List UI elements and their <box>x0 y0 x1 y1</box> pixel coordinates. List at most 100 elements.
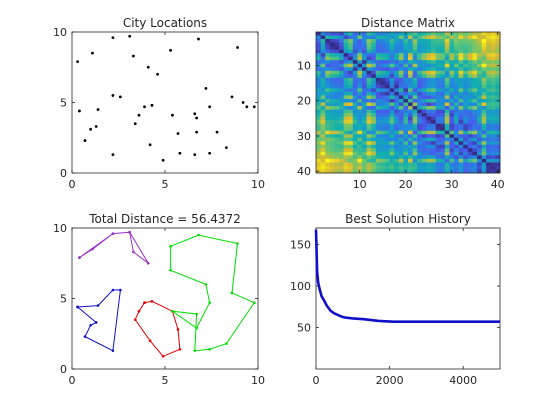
heatmap-cell <box>463 88 469 93</box>
heatmap-cell <box>325 35 331 40</box>
heatmap-cell <box>490 102 496 107</box>
heatmap-cell <box>380 134 386 139</box>
heatmap-cell <box>440 70 446 75</box>
heatmap-cell <box>463 35 469 40</box>
heatmap-cell <box>403 84 409 89</box>
heatmap-cell <box>394 116 400 121</box>
heatmap-cell <box>316 32 321 36</box>
heatmap-cell <box>472 123 478 128</box>
heatmap-cell <box>357 165 363 170</box>
heatmap-cell <box>412 155 418 160</box>
heatmap-cell <box>467 158 473 163</box>
heatmap-cell <box>458 155 464 160</box>
heatmap-cell <box>316 165 321 170</box>
heatmap-cell <box>444 102 450 107</box>
heatmap-cell <box>486 120 492 125</box>
heatmap-cell <box>352 77 358 82</box>
heatmap-cell <box>389 120 395 125</box>
heatmap-cell <box>357 84 363 89</box>
heatmap-cell <box>421 165 427 170</box>
heatmap-cell <box>463 67 469 72</box>
heatmap-cell <box>334 165 340 170</box>
heatmap-cell <box>486 106 492 110</box>
heatmap-cell <box>375 113 381 117</box>
heatmap-cell <box>486 102 492 107</box>
heatmap-cell <box>398 127 404 132</box>
heatmap-cell <box>481 148 487 153</box>
heatmap-cell <box>490 70 496 75</box>
heatmap-cell <box>495 106 501 110</box>
heatmap-cell <box>403 109 409 114</box>
heatmap-cell <box>495 39 501 43</box>
heatmap-cell <box>463 46 469 51</box>
heatmap-cell <box>348 137 354 142</box>
heatmap-cell <box>385 88 390 93</box>
heatmap-cell <box>371 84 377 89</box>
heatmap-cell <box>463 127 469 132</box>
heatmap-cell <box>444 155 450 160</box>
heatmap-cell <box>371 53 377 58</box>
heatmap-cell <box>467 151 473 156</box>
heatmap-cell <box>467 162 473 167</box>
heatmap-cell <box>362 134 367 139</box>
heatmap-cell <box>440 42 446 47</box>
heatmap-cell <box>412 137 418 142</box>
heatmap-cell <box>325 162 331 167</box>
heatmap-cell <box>325 120 331 125</box>
heatmap-cell <box>385 113 390 117</box>
heatmap-cell <box>440 35 446 40</box>
heatmap-cell <box>403 144 409 149</box>
heatmap-cell <box>426 106 432 110</box>
heatmap-cell <box>329 106 335 110</box>
heatmap-cell <box>463 39 469 43</box>
heatmap-cell <box>343 53 349 58</box>
heatmap-cell <box>389 151 395 156</box>
heatmap-cell <box>449 49 455 54</box>
heatmap-cell <box>440 151 446 156</box>
heatmap-cell <box>398 162 404 167</box>
y-tick-label: 10 <box>53 26 67 39</box>
heatmap-cell <box>431 91 436 96</box>
heatmap-cell <box>385 91 390 96</box>
heatmap-cell <box>472 137 478 142</box>
heatmap-cell <box>408 151 413 156</box>
heatmap-cell <box>389 42 395 47</box>
heatmap-cell <box>458 113 464 117</box>
heatmap-cell <box>389 165 395 170</box>
heatmap-cell <box>444 60 450 65</box>
heatmap-cell <box>329 67 335 72</box>
heatmap-cell <box>463 116 469 121</box>
heatmap-cell <box>454 120 459 125</box>
heatmap-cell <box>440 84 446 89</box>
heatmap-cell <box>490 98 496 103</box>
heatmap-cell <box>444 116 450 121</box>
heatmap-cell <box>477 88 482 93</box>
heatmap-cell <box>403 56 409 61</box>
heatmap-cell <box>454 88 459 93</box>
heatmap-cell <box>440 91 446 96</box>
heatmap-cell <box>403 74 409 79</box>
heatmap-cell <box>316 109 321 114</box>
heatmap-cell <box>421 84 427 89</box>
heatmap-cell <box>329 60 335 65</box>
heatmap-cell <box>486 158 492 163</box>
city-point <box>128 34 132 38</box>
heatmap-cell <box>329 95 335 100</box>
heatmap-cell <box>435 77 441 82</box>
heatmap-cell <box>408 134 413 139</box>
heatmap-cell <box>325 74 331 79</box>
heatmap-cell <box>380 106 386 110</box>
heatmap-cell <box>477 91 482 96</box>
heatmap-cell <box>495 67 501 72</box>
route-point <box>195 326 198 330</box>
heatmap-cell <box>325 63 331 68</box>
heatmap-cell <box>444 53 450 58</box>
heatmap-cell <box>412 151 418 156</box>
heatmap-cell <box>417 144 423 149</box>
heatmap-cell <box>357 141 363 146</box>
heatmap-cell <box>366 106 372 110</box>
heatmap-cell <box>435 74 441 79</box>
heatmap-cell <box>403 127 409 132</box>
